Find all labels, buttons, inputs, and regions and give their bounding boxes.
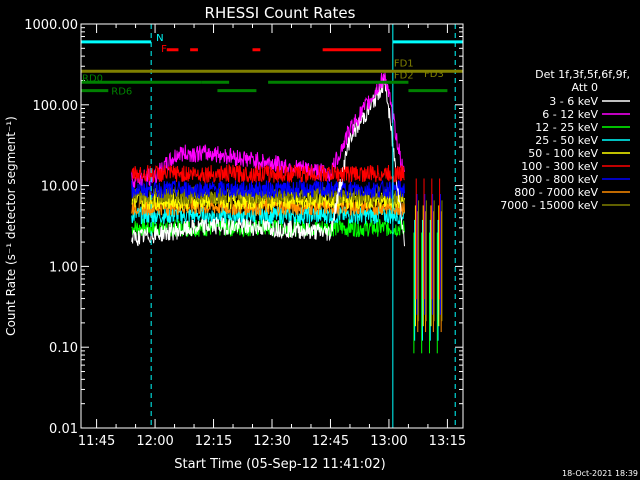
legend-entry-label: 3 - 6 keV (549, 95, 598, 108)
x-tick-label: 11:45 (78, 434, 115, 449)
legend-entry-label: 100 - 300 keV (521, 160, 598, 173)
series-line (131, 205, 405, 225)
legend-entry-label: 50 - 100 keV (528, 147, 598, 160)
x-tick-label: 12:45 (312, 434, 349, 449)
flag-label: RD6 (111, 87, 132, 98)
legend-entry-label: 800 - 7000 keV (514, 186, 598, 199)
x-tick-label: 12:15 (195, 434, 232, 449)
series-line (131, 185, 405, 207)
flag-label: FD1 (394, 58, 414, 69)
legend-entry-label: 7000 - 15000 keV (500, 199, 598, 212)
plot-layer: 0.01 0.10 1.00 10.00 100.00 1000.00 11:45 12:00… (24, 18, 466, 449)
series-line (131, 163, 405, 184)
legend-entry-label: 25 - 50 keV (535, 134, 598, 147)
legend-header-line-2: Att 0 (572, 81, 598, 94)
flag-label: FD2 (394, 70, 414, 81)
series-line (131, 72, 405, 188)
flag-label: RD0 (82, 73, 103, 84)
y-tick-label: 1000.00 (24, 18, 78, 33)
legend-entry-label: 12 - 25 keV (535, 121, 598, 134)
legend-entry-label: 300 - 800 keV (521, 173, 598, 186)
flag-label: F (161, 44, 167, 55)
series-line (131, 179, 405, 201)
y-tick-label: 0.01 (49, 422, 78, 437)
series-line (131, 72, 405, 247)
legend-header-line-1: Det 1f,3f,5f,6f,9f, (535, 68, 630, 81)
x-tick-label: 12:30 (253, 434, 290, 449)
x-tick-label: 13:15 (429, 434, 466, 449)
plot-frame (80, 23, 464, 429)
y-tick-label: 10.00 (41, 180, 78, 195)
y-tick-label: 1.00 (49, 260, 78, 275)
x-axis-label: Start Time (05-Sep-12 11:41:02) (174, 457, 385, 472)
x-tick-label: 12:00 (136, 434, 173, 449)
legend: Det 1f,3f,5f,6f,9f, Att 0 12 - 25 keV25 … (500, 68, 630, 212)
chart-title: RHESSI Count Rates (205, 4, 356, 22)
flag-label: FD3 (424, 69, 444, 80)
x-tick-label: 13:00 (370, 434, 407, 449)
y-axis-label: Count Rate (s⁻¹ detector segment⁻¹) (4, 116, 18, 336)
y-tick-label: 0.10 (49, 341, 78, 356)
y-tick-label: 100.00 (33, 99, 79, 114)
legend-entry-label: 6 - 12 keV (542, 108, 598, 121)
timestamp: 18-Oct-2021 18:39 (562, 469, 638, 478)
flag-label: N (156, 33, 163, 44)
